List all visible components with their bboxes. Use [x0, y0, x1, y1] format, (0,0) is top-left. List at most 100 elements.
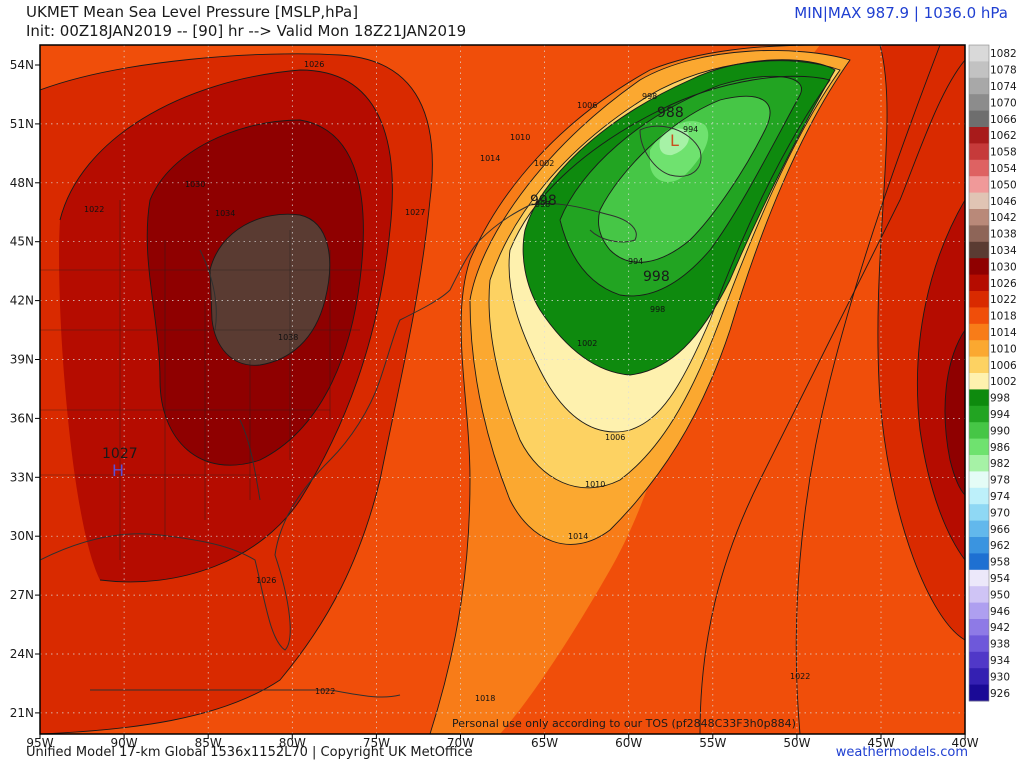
latitude-label: 42N	[10, 294, 34, 308]
legend-label: 1066	[990, 114, 1017, 126]
legend-swatch	[969, 471, 989, 489]
legend-label: 978	[990, 475, 1010, 487]
isobar-label: 1022	[790, 672, 810, 681]
color-legend: 1082 1078 1074 1070 1066 1062 1058 1054 1050 1046…	[968, 44, 1017, 702]
legend-swatch	[969, 110, 989, 128]
legend-swatch	[969, 569, 989, 587]
legend-frame	[968, 44, 990, 702]
legend-swatch	[969, 537, 989, 554]
isobar-label: 1014	[480, 154, 500, 163]
legend-swatch	[969, 635, 989, 653]
isobar-label: 1010	[585, 480, 605, 489]
latitude-label: 45N	[10, 235, 34, 249]
legend-label: 946	[990, 606, 1010, 618]
legend-label: 1018	[990, 311, 1017, 323]
latitude-label: 33N	[10, 470, 34, 484]
low-center-value: 988	[657, 105, 684, 121]
legend-swatch	[969, 143, 989, 161]
legend-label: 938	[990, 639, 1010, 651]
legend-label: 950	[990, 589, 1010, 601]
legend-swatch	[969, 323, 989, 341]
legend-label: 1026	[990, 278, 1017, 290]
legend-label: 1006	[990, 360, 1017, 372]
legend-swatch	[969, 455, 989, 472]
legend-swatch	[969, 405, 989, 423]
legend-label: 1058	[990, 147, 1017, 159]
legend-label: 1042	[990, 212, 1017, 224]
legend-swatch	[969, 307, 989, 325]
legend-label: 966	[990, 524, 1010, 536]
legend-label: 962	[990, 540, 1010, 552]
low-center-letter: L	[670, 131, 679, 150]
longitude-label: 95W	[26, 736, 53, 750]
isobar-label: 998	[650, 305, 665, 314]
latitude-label: 30N	[10, 529, 34, 543]
legend-swatch	[969, 586, 989, 603]
legend-swatch	[969, 553, 989, 571]
legend-swatch	[969, 176, 989, 193]
latitude-label: 27N	[10, 588, 34, 602]
isobar-label: 1026	[304, 60, 324, 69]
longitude-label: 90W	[111, 736, 138, 750]
legend-swatch	[969, 258, 989, 275]
isobar-lines	[40, 45, 965, 734]
map-frame	[39, 44, 966, 735]
legend-label: 1082	[990, 48, 1017, 60]
legend-swatch	[969, 225, 989, 243]
latitude-label: 51N	[10, 117, 34, 131]
isobar-label: 1034	[215, 209, 235, 218]
legend-label: 1070	[990, 97, 1017, 109]
isobar-label: 998	[642, 92, 657, 101]
legend-label: 1030	[990, 261, 1017, 273]
longitude-label: 80W	[279, 736, 306, 750]
longitude-label: 50W	[783, 736, 810, 750]
site-link[interactable]: weathermodels.com	[835, 745, 968, 760]
secondary-center-value: 998	[530, 193, 557, 209]
legend-swatch	[969, 356, 989, 374]
legend-label: 942	[990, 622, 1010, 634]
legend-swatch	[969, 487, 989, 505]
legend-label: 998	[990, 393, 1010, 405]
legend-swatch	[969, 668, 989, 685]
coastlines	[40, 125, 702, 698]
legend-label: 954	[990, 573, 1010, 585]
isobar-label: 1018	[475, 694, 495, 703]
legend-swatch	[969, 45, 989, 62]
isobar-label: 1022	[315, 687, 335, 696]
legend-label: 970	[990, 507, 1010, 519]
legend-swatch	[969, 651, 989, 669]
high-center-value: 1027	[102, 446, 138, 462]
legend-swatch	[969, 389, 989, 407]
isobar-label: 1002	[577, 339, 597, 348]
legend-label: 986	[990, 442, 1010, 454]
isobar-label: 1006	[577, 101, 597, 110]
legend-swatch	[969, 504, 989, 521]
longitude-label: 45W	[867, 736, 894, 750]
legend-label: 934	[990, 655, 1010, 667]
map-title: UKMET Mean Sea Level Pressure [MSLP,hPa]	[26, 3, 359, 21]
legend-swatch	[969, 422, 989, 439]
isobar-label: 1027	[405, 208, 425, 217]
model-credit: Unified Model 17-km Global 1536x1152L70 …	[26, 745, 473, 760]
legend-label: 982	[990, 458, 1010, 470]
latitude-label: 39N	[10, 353, 34, 367]
legend-swatch	[969, 209, 989, 226]
legend-swatch	[969, 61, 989, 79]
init-valid-line: Init: 00Z18JAN2019 -- [90] hr --> Valid …	[26, 22, 467, 40]
pressure-centers: 1027 H 988 L 998 998	[102, 105, 684, 480]
tos-notice: Personal use only according to our TOS (…	[452, 717, 796, 730]
legend-label: 1046	[990, 196, 1017, 208]
longitude-label: 75W	[363, 736, 390, 750]
graticule	[40, 45, 965, 734]
legend-label: 930	[990, 671, 1010, 683]
isobar-label: 1026	[256, 576, 276, 585]
legend-swatch	[969, 274, 989, 292]
legend-label: 1022	[990, 294, 1017, 306]
isobar-label: 1006	[605, 433, 625, 442]
legend-swatch	[969, 602, 989, 620]
legend-swatch	[969, 77, 989, 95]
legend-swatch	[969, 520, 989, 538]
legend-swatch	[969, 192, 989, 210]
legend-swatch	[969, 684, 989, 702]
